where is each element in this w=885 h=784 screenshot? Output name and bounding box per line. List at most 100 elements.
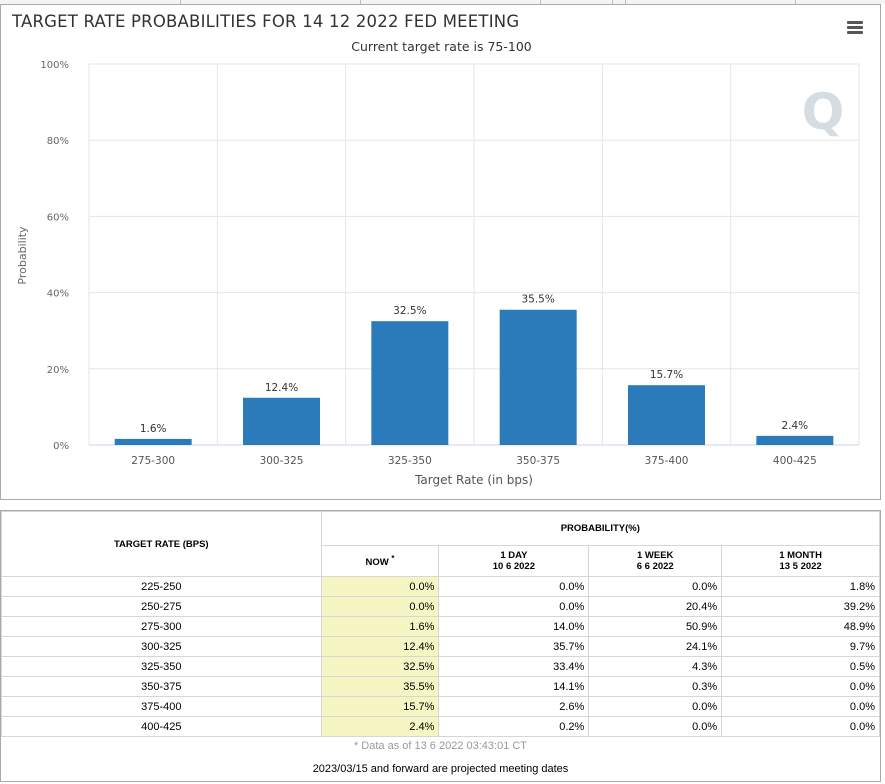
now-cell: 0.0% xyxy=(320,596,440,617)
rate-cell: 375-400 xyxy=(1,696,322,717)
one-week-cell: 4.3% xyxy=(588,656,723,677)
bar xyxy=(243,397,320,445)
projected-dates-footer: 2023/03/15 and forward are projected mee… xyxy=(312,763,569,775)
bar xyxy=(499,309,577,445)
table-row: 325-350 32.5% 33.4% 4.3% 0.5% xyxy=(1,656,880,677)
table-row: 225-250 0.0% 0.0% 0.0% 1.8% xyxy=(1,576,880,597)
now-header-label: NOW xyxy=(365,557,389,569)
table-row: 350-375 35.5% 14.1% 0.3% 0.0% xyxy=(1,676,880,697)
x-tick-label: 350-375 xyxy=(516,455,560,467)
bar xyxy=(114,438,192,445)
data-timestamp-note: * Data as of 13 6 2022 03:43:01 CT xyxy=(353,740,528,752)
one-month-column-header: 1 MONTH 13 5 2022 xyxy=(721,545,880,577)
one-day-header-date: 10 6 2022 xyxy=(492,561,535,572)
x-tick-label: 300-325 xyxy=(260,455,304,467)
y-tick-label: 100% xyxy=(40,60,69,71)
bar-data-label: 12.4% xyxy=(265,382,298,394)
x-tick-label: 400-425 xyxy=(773,455,817,467)
now-column-header: NOW * xyxy=(320,545,440,577)
bar-data-label: 32.5% xyxy=(393,305,426,317)
now-cell: 1.6% xyxy=(320,616,440,637)
one-week-header-date: 6 6 2022 xyxy=(636,561,674,572)
now-cell: 35.5% xyxy=(320,676,440,697)
one-month-cell: 39.2% xyxy=(721,596,880,617)
probability-table-panel: TARGET RATE (BPS) PROBABILITY(%) NOW * 1… xyxy=(0,510,881,782)
top-tab-strip xyxy=(0,0,885,4)
one-day-cell: 14.0% xyxy=(438,616,590,637)
chart-subtitle: Current target rate is 75-100 xyxy=(351,39,532,54)
one-day-cell: 35.7% xyxy=(438,636,590,657)
now-cell: 12.4% xyxy=(320,636,440,657)
rate-cell: 300-325 xyxy=(1,636,322,657)
table-row: 275-300 1.6% 14.0% 50.9% 48.9% xyxy=(1,616,880,637)
chart-panel: Q 0% 20% 40% 60% 80% 100% 1.6% 275-300 12.4% 300-3… xyxy=(0,4,881,500)
y-tick-label: 0% xyxy=(53,441,69,452)
table-row: 375-400 15.7% 2.6% 0.0% 0.0% xyxy=(1,696,880,717)
x-axis-title: Target Rate (in bps) xyxy=(414,473,533,487)
x-tick-label: 325-350 xyxy=(388,455,432,467)
one-month-cell: 0.0% xyxy=(721,676,880,697)
one-month-cell: 0.5% xyxy=(721,656,880,677)
rate-cell: 275-300 xyxy=(1,616,322,637)
y-tick-label: 60% xyxy=(47,212,69,223)
y-axis-title: Probability xyxy=(16,226,29,285)
rate-cell: 250-275 xyxy=(1,596,322,617)
rate-cell: 225-250 xyxy=(1,576,322,597)
one-month-cell: 9.7% xyxy=(721,636,880,657)
bar xyxy=(628,385,705,445)
chart-title: TARGET RATE PROBABILITIES FOR 14 12 2022… xyxy=(12,12,520,31)
one-week-column-header: 1 WEEK 6 6 2022 xyxy=(588,545,723,577)
one-day-cell: 0.2% xyxy=(438,716,590,737)
one-week-cell: 50.9% xyxy=(588,616,723,637)
one-day-cell: 0.0% xyxy=(438,576,590,597)
one-month-header-label: 1 MONTH xyxy=(779,550,822,561)
rate-cell: 325-350 xyxy=(1,656,322,677)
bar-data-label: 15.7% xyxy=(650,369,683,381)
one-week-header-label: 1 WEEK xyxy=(636,550,674,561)
one-week-cell: 0.3% xyxy=(588,676,723,697)
now-cell: 2.4% xyxy=(320,716,440,737)
hamburger-menu-icon[interactable] xyxy=(847,21,863,35)
now-cell: 0.0% xyxy=(320,576,440,597)
bar-data-label: 2.4% xyxy=(781,420,808,432)
one-day-cell: 14.1% xyxy=(438,676,590,697)
one-week-cell: 24.1% xyxy=(588,636,723,657)
table-row: 400-425 2.4% 0.2% 0.0% 0.0% xyxy=(1,716,880,737)
table-row: 250-275 0.0% 0.0% 20.4% 39.2% xyxy=(1,596,880,617)
bar xyxy=(756,435,834,445)
bar-data-label: 35.5% xyxy=(521,294,554,306)
one-month-cell: 0.0% xyxy=(721,716,880,737)
one-month-cell: 1.8% xyxy=(721,576,880,597)
bar xyxy=(371,321,449,445)
one-day-header-label: 1 DAY xyxy=(500,550,528,561)
now-cell: 15.7% xyxy=(320,696,440,717)
x-tick-label: 275-300 xyxy=(131,455,175,467)
one-week-cell: 0.0% xyxy=(588,576,723,597)
rate-cell: 400-425 xyxy=(1,716,322,737)
now-cell: 32.5% xyxy=(320,656,440,677)
one-day-cell: 2.6% xyxy=(438,696,590,717)
one-month-cell: 48.9% xyxy=(721,616,880,637)
probability-group-header: PROBABILITY(%) xyxy=(320,511,881,546)
one-day-column-header: 1 DAY 10 6 2022 xyxy=(438,545,590,577)
one-month-cell: 0.0% xyxy=(721,696,880,717)
one-week-cell: 0.0% xyxy=(588,696,723,717)
table-row: 300-325 12.4% 35.7% 24.1% 9.7% xyxy=(1,636,880,657)
x-tick-label: 375-400 xyxy=(645,455,689,467)
one-week-cell: 20.4% xyxy=(588,596,723,617)
watermark-letter: Q xyxy=(802,83,845,141)
bar-data-label: 1.6% xyxy=(140,423,167,435)
y-tick-label: 80% xyxy=(47,136,69,147)
now-header-marker: * xyxy=(391,553,395,563)
one-week-cell: 0.0% xyxy=(588,716,723,737)
probability-table: TARGET RATE (BPS) PROBABILITY(%) NOW * 1… xyxy=(1,511,881,737)
y-tick-label: 20% xyxy=(47,365,69,376)
y-tick-label: 40% xyxy=(47,289,69,300)
one-day-cell: 0.0% xyxy=(438,596,590,617)
rate-cell: 350-375 xyxy=(1,676,322,697)
target-rate-header: TARGET RATE (BPS) xyxy=(1,511,322,577)
one-day-cell: 33.4% xyxy=(438,656,590,677)
watermark-logo: Q xyxy=(802,83,845,141)
one-month-header-date: 13 5 2022 xyxy=(779,561,822,572)
chart-svg: Q 0% 20% 40% 60% 80% 100% 1.6% 275-300 12.4% 300-3… xyxy=(16,60,860,487)
